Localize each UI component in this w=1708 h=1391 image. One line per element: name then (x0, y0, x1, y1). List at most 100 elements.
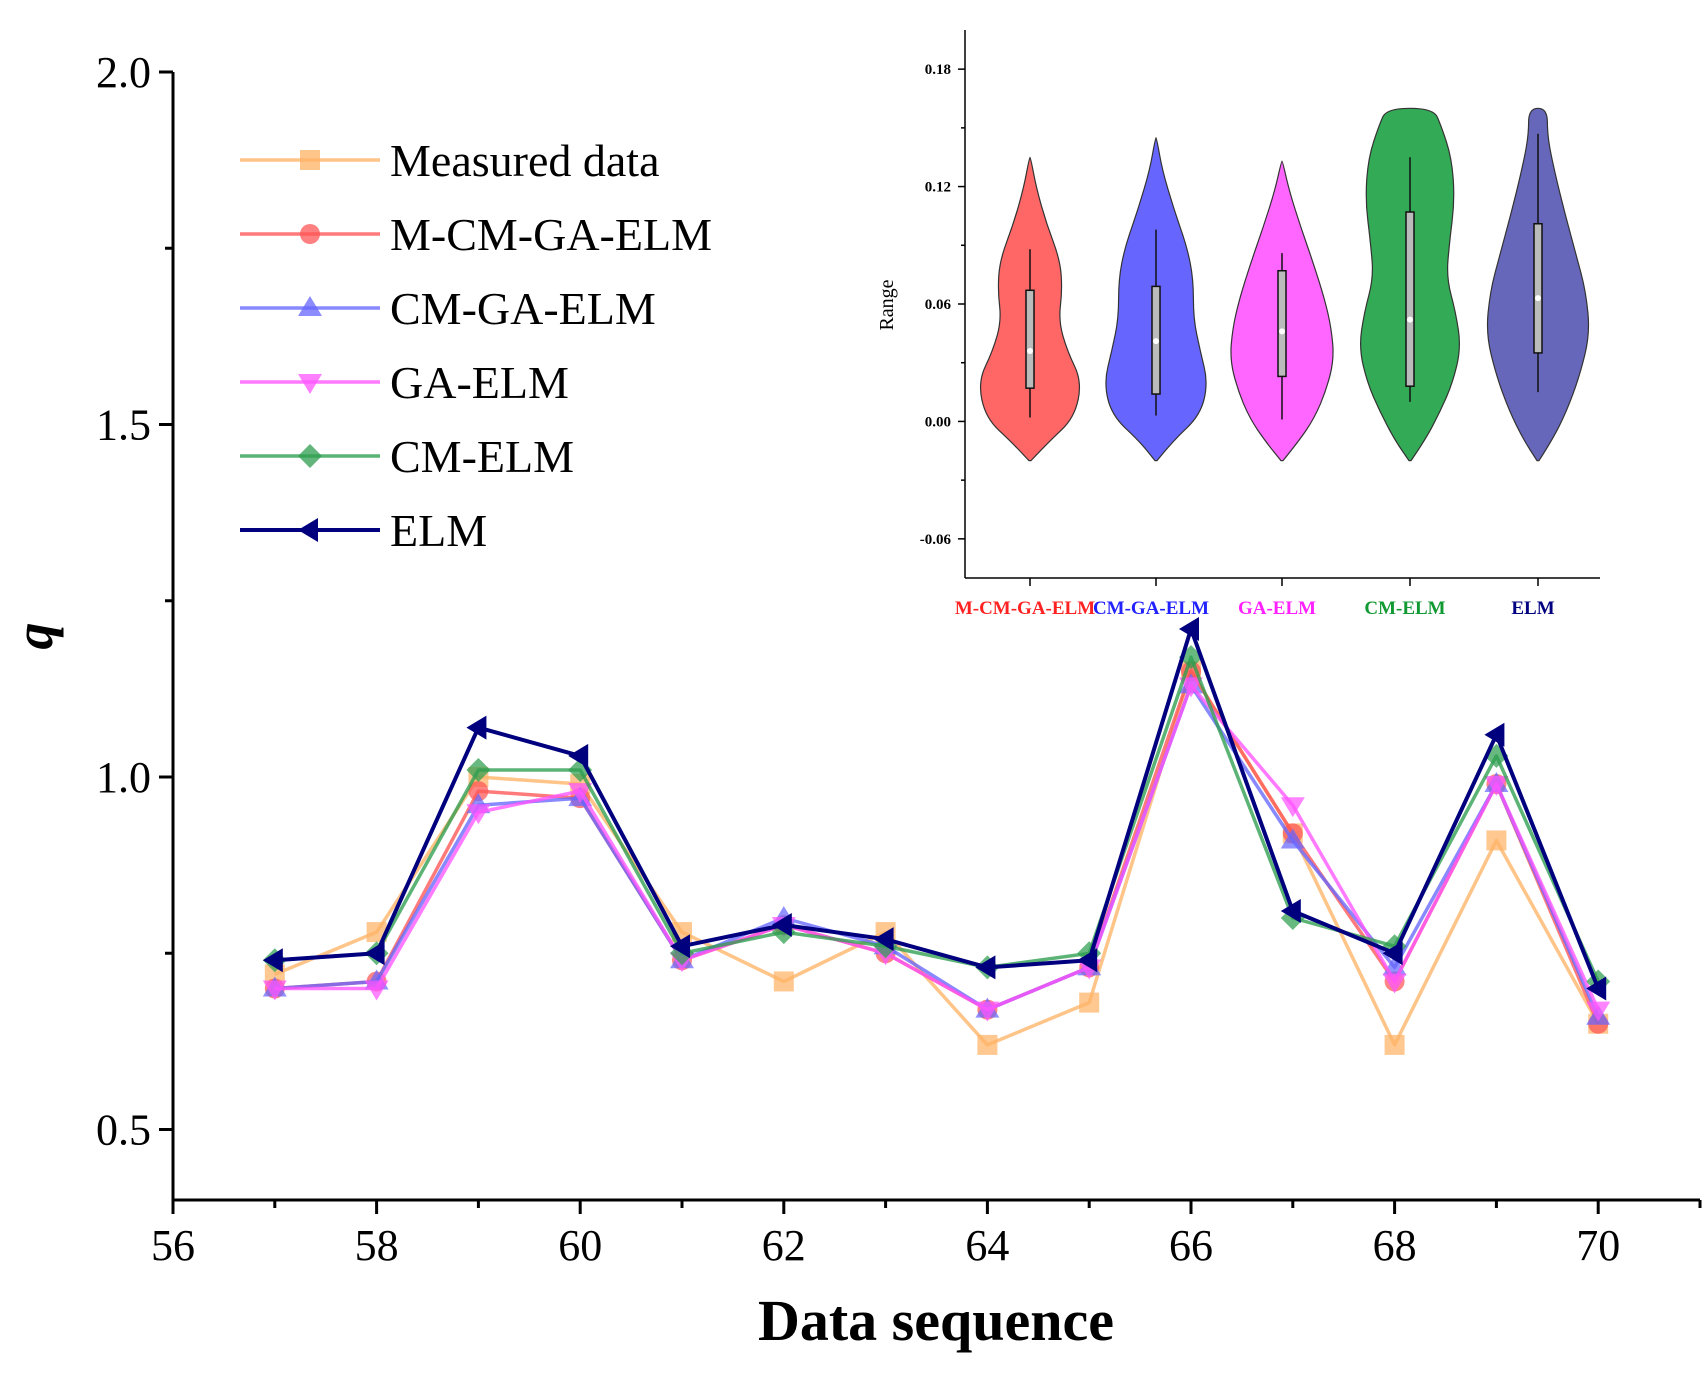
data-point-elm (364, 941, 385, 966)
data-point-elm (466, 715, 487, 740)
inset-x-tick-label: GA-ELM (1238, 598, 1316, 619)
y-tick-label: 0.5 (96, 1106, 151, 1155)
series-cm-ga-elm (262, 673, 1611, 1025)
violin-ga-elm (1230, 160, 1334, 462)
inset-x-tick-label: CM-GA-ELM (1093, 598, 1209, 619)
data-point-elm (975, 955, 996, 980)
series-line-measured-data (274, 669, 1600, 1047)
violin-cm-elm (1360, 107, 1460, 462)
data-point-ga-elm (1382, 973, 1407, 994)
x-tick-label: 62 (762, 1221, 806, 1270)
data-point-ga-elm (568, 783, 593, 804)
x-tick-label: 60 (558, 1221, 602, 1270)
legend-item-elm: ELM (240, 505, 487, 556)
legend-marker (298, 444, 322, 468)
legend-label: CM-GA-ELM (390, 283, 656, 334)
x-tick-label: 70 (1576, 1221, 1620, 1270)
x-tick-label: 64 (965, 1221, 1009, 1270)
main-axes: 0.5 1.0 1.5 2.0 56 58 60 62 64 66 68 70 (96, 48, 1702, 1270)
y-tick-label: 2.0 (96, 48, 151, 97)
inset-y-tick-label: -0.06 (920, 532, 952, 548)
legend-label: Measured data (390, 135, 660, 186)
legend-label: M-CM-GA-ELM (390, 209, 712, 260)
violin-m-cm-ga-elm (979, 156, 1081, 462)
legend-marker (298, 374, 322, 394)
inset-x-tick-label: CM-ELM (1364, 598, 1445, 619)
x-tick-label: 58 (355, 1221, 399, 1270)
inset-y-tick-label: 0.12 (925, 180, 951, 196)
data-point-elm (1280, 898, 1301, 923)
data-point-elm (1077, 948, 1098, 973)
data-point-ga-elm (1586, 1001, 1611, 1022)
legend-marker (298, 518, 318, 542)
y-axis-label: q (4, 623, 64, 650)
violin-median (1027, 347, 1033, 354)
data-point-ga-elm (1484, 776, 1509, 797)
violin-median (1153, 338, 1159, 345)
data-point-measured-data (1384, 1034, 1405, 1055)
legend-item-cm-ga-elm: CM-GA-ELM (240, 283, 656, 334)
data-point-ga-elm (364, 980, 389, 1001)
x-axis-label: Data sequence (758, 1288, 1114, 1353)
data-point-elm (1382, 941, 1403, 966)
violin-elm (1486, 107, 1590, 462)
violin-median (1535, 295, 1541, 302)
inset-y-tick-label: 0.18 (925, 62, 951, 78)
violin-box (1025, 289, 1035, 389)
violin-cm-ga-elm (1105, 136, 1207, 462)
data-point-elm (771, 913, 792, 938)
series-elm (262, 616, 1607, 1001)
inset-y-tick-label: 0.00 (925, 414, 951, 430)
data-point-m-cm-ga-elm (468, 781, 489, 802)
legend-marker (298, 296, 322, 316)
x-tick-label: 68 (1373, 1221, 1417, 1270)
data-point-cm-elm (466, 757, 491, 782)
data-point-measured-data (773, 971, 794, 992)
y-tick-label: 1.0 (96, 753, 151, 802)
data-point-elm (568, 743, 589, 768)
legend-label: ELM (390, 505, 487, 556)
inset-y-tick-label: 0.06 (925, 297, 952, 313)
legend-marker (300, 150, 320, 170)
series-line-ga-elm (274, 683, 1600, 1012)
data-point-elm (1484, 722, 1505, 747)
series-measured-data (264, 661, 1609, 1055)
data-point-ga-elm (1280, 797, 1305, 818)
data-point-ga-elm (262, 980, 287, 1001)
violin-box (1405, 211, 1415, 387)
legend-item-ga-elm: GA-ELM (240, 357, 569, 408)
inset-x-tick-label: M-CM-GA-ELM (955, 598, 1095, 619)
legend-label: CM-ELM (390, 431, 574, 482)
legend-item-cm-elm: CM-ELM (240, 431, 574, 482)
x-tick-label: 56 (151, 1221, 195, 1270)
data-point-cm-ga-elm (1280, 828, 1305, 849)
violin-box (1277, 269, 1287, 378)
data-point-elm (262, 948, 283, 973)
violin-box (1533, 223, 1543, 354)
legend-item-m-cm-ga-elm: M-CM-GA-ELM (240, 209, 712, 260)
legend-label: GA-ELM (390, 357, 569, 408)
legend: Measured data M-CM-GA-ELM CM-GA-ELM GA-ELM C… (240, 135, 712, 556)
main-series-group (262, 616, 1611, 1055)
data-point-measured-data (977, 1034, 998, 1055)
data-point-ga-elm (1179, 677, 1203, 698)
data-point-measured-data (1079, 992, 1100, 1013)
data-point-ga-elm (975, 1001, 1000, 1022)
series-ga-elm (262, 677, 1611, 1022)
violin-median (1279, 328, 1285, 335)
x-tick-label: 66 (1169, 1221, 1213, 1270)
data-point-ga-elm (466, 804, 491, 825)
data-point-elm (1586, 976, 1607, 1001)
data-point-elm (873, 927, 894, 952)
inset-x-tick-label: ELM (1511, 598, 1554, 619)
violin-median (1407, 316, 1413, 323)
y-tick-label: 1.5 (96, 401, 151, 450)
data-point-measured-data (1486, 830, 1507, 851)
data-point-elm (1179, 616, 1199, 641)
data-point-elm (670, 934, 690, 959)
inset-y-axis-label: Range (876, 279, 898, 330)
legend-marker (300, 224, 320, 244)
data-point-measured-data (366, 922, 387, 943)
